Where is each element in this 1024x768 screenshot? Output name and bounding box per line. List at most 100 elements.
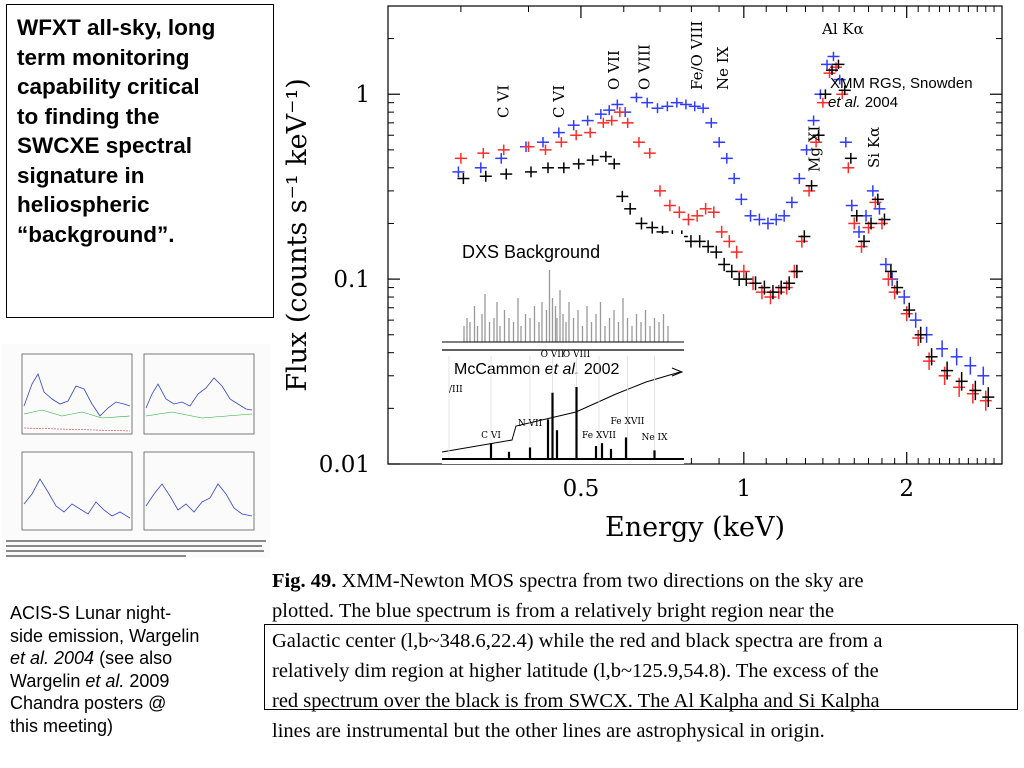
spectrum-data-point bbox=[866, 185, 879, 197]
acis-label-line: et al. 2004 (see also bbox=[10, 647, 270, 670]
acis-label-italic: et al. bbox=[85, 670, 125, 691]
emission-line-label: Al Kα bbox=[821, 20, 864, 38]
spectrum-data-point bbox=[616, 190, 629, 203]
textbox-line: capability critical bbox=[17, 74, 200, 99]
spectrum-data-point bbox=[452, 166, 465, 178]
caption-figure-label: Fig. 49. bbox=[272, 570, 337, 592]
mccammon-annotation-text: McCammon bbox=[454, 361, 545, 378]
acis-label-line: Wargelin et al. 2009 bbox=[10, 670, 270, 693]
spectrum-data-point bbox=[884, 264, 897, 279]
spectrum-data-point bbox=[842, 162, 855, 174]
spectrum-data-point bbox=[891, 280, 904, 295]
spectrum-data-point bbox=[552, 127, 565, 138]
spectrum-data-point bbox=[800, 144, 813, 156]
spectrum-data-point bbox=[557, 162, 570, 174]
spectrum-data-point bbox=[479, 170, 492, 182]
spectrum-data-point bbox=[693, 235, 706, 248]
spectrum-data-point bbox=[778, 209, 791, 222]
spectrum-data-point bbox=[608, 158, 621, 170]
caption-line: relatively dim region at higher latitude… bbox=[272, 660, 879, 682]
spectrum-data-point bbox=[611, 99, 624, 110]
spectrum-data-point bbox=[495, 152, 508, 164]
spectrum-data-point bbox=[635, 217, 648, 230]
spectrum-data-point bbox=[539, 144, 552, 156]
mccammon-line-label: O VIII bbox=[563, 350, 591, 360]
spectrum-data-point bbox=[941, 361, 954, 380]
figure-caption: Fig. 49. XMM-Newton MOS spectra from two… bbox=[272, 566, 1020, 746]
spectrum-data-point bbox=[865, 217, 878, 230]
spectrum-data-point bbox=[758, 280, 771, 295]
spectrum-data-point bbox=[522, 141, 535, 152]
spectrum-data-point bbox=[969, 380, 982, 401]
spectrum-data-point bbox=[805, 180, 818, 192]
x-axis-label: Energy (keV) bbox=[605, 512, 785, 543]
spectrum-data-point bbox=[643, 147, 656, 159]
spectrum-data-point bbox=[749, 276, 762, 291]
mccammon-line-label: C VI bbox=[481, 431, 501, 441]
spectrum-data-point bbox=[826, 65, 839, 75]
x-tick-label: 2 bbox=[899, 476, 914, 502]
rgs-annotation-line2: et al. 2004 bbox=[828, 94, 898, 111]
spectrum-data-point bbox=[964, 356, 977, 375]
dxs-title: DXS Background bbox=[462, 242, 600, 262]
spectrum-data-point bbox=[882, 272, 895, 286]
acis-label-line: this meeting) bbox=[10, 715, 114, 736]
spectrum-data-point bbox=[500, 168, 513, 180]
spectrum-data-point bbox=[737, 264, 750, 279]
spectrum-data-point bbox=[584, 127, 597, 138]
acis-label-line: ACIS-S Lunar night- bbox=[10, 603, 172, 623]
spectrum-data-point bbox=[454, 152, 467, 164]
acis-label-rest: (see also bbox=[94, 648, 173, 668]
spectrum-data-point bbox=[646, 221, 659, 234]
spectrum-data-point bbox=[819, 89, 832, 100]
spectrum-data-point bbox=[785, 196, 798, 209]
spectrum-data-point bbox=[955, 371, 968, 391]
emission-line-label: O VIII bbox=[635, 44, 653, 90]
rgs-annotation-italic: et al. bbox=[828, 94, 861, 111]
spectrum-data-point bbox=[654, 185, 667, 197]
spectrum-data-point bbox=[766, 285, 779, 300]
spectrum-data-point bbox=[688, 101, 701, 112]
spectrum-data-point bbox=[844, 152, 857, 164]
spectrum-data-point bbox=[790, 264, 803, 279]
spectrum-data-point bbox=[699, 202, 712, 215]
spectrum-data-point bbox=[770, 213, 783, 226]
spectrum-data-point bbox=[661, 101, 674, 112]
spectrum-data-point bbox=[497, 144, 510, 156]
spectrum-data-point bbox=[912, 329, 925, 347]
spectrum-data-point bbox=[581, 115, 594, 126]
mccammon-line-label: Fe XVII bbox=[582, 431, 616, 441]
spectrum-data-point bbox=[855, 240, 868, 253]
spectrum-data-point bbox=[900, 306, 913, 322]
spectrum-data-point bbox=[728, 172, 741, 185]
spectrum-series bbox=[457, 59, 995, 408]
spectrum-data-point bbox=[775, 280, 788, 295]
spectrum-data-point bbox=[624, 202, 637, 215]
emission-line-label: Si Kα bbox=[865, 127, 883, 168]
caption-line: lines are instrumental but the other lin… bbox=[272, 720, 825, 742]
acis-lunar-figure-thumbnail bbox=[2, 344, 270, 558]
spectrum-data-point bbox=[641, 97, 654, 108]
spectrum-data-point bbox=[878, 213, 891, 226]
spectrum-data-point bbox=[679, 99, 692, 110]
textbox-line: “background”. bbox=[17, 221, 175, 247]
spectrum-data-point bbox=[832, 59, 845, 70]
textbox-line: WFXT all-sky, long bbox=[17, 15, 216, 40]
spectrum-data-point bbox=[977, 366, 990, 385]
spectrum-data-point bbox=[536, 137, 549, 148]
spectrum-data-point bbox=[555, 137, 568, 148]
acis-reference-text: ACIS-S Lunar night- side emission, Warge… bbox=[10, 602, 270, 737]
spectrum-data-point bbox=[783, 276, 796, 291]
acis-label-italic: et al. 2004 bbox=[10, 648, 95, 668]
mccammon-line-label: Fe XVII bbox=[611, 417, 645, 427]
spectrum-data-point bbox=[570, 130, 583, 141]
spectrum-data-point bbox=[810, 137, 823, 148]
inset-panel bbox=[442, 234, 684, 464]
emission-line-label: C VI bbox=[495, 85, 513, 118]
spectrum-data-point bbox=[744, 209, 757, 222]
emission-line-label: Ne IX bbox=[714, 46, 732, 90]
spectrum-data-point bbox=[923, 352, 936, 370]
textbox-line: heliospheric bbox=[17, 192, 150, 217]
spectrum-data-point bbox=[632, 137, 645, 148]
spectrum-data-point bbox=[839, 137, 852, 148]
